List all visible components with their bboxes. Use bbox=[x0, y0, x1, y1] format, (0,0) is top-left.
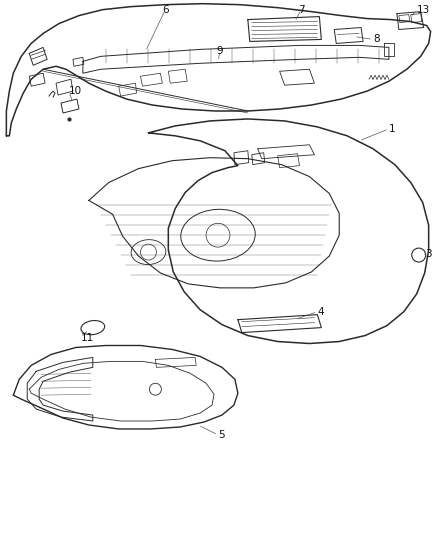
Text: 7: 7 bbox=[298, 5, 305, 14]
Text: 1: 1 bbox=[389, 124, 396, 134]
Text: 10: 10 bbox=[69, 86, 82, 96]
Text: 9: 9 bbox=[217, 46, 223, 56]
Text: 6: 6 bbox=[162, 5, 169, 14]
Text: 5: 5 bbox=[218, 430, 225, 440]
Text: 3: 3 bbox=[425, 249, 431, 259]
Text: 13: 13 bbox=[417, 5, 430, 14]
Text: 4: 4 bbox=[318, 306, 324, 317]
Text: 8: 8 bbox=[373, 35, 380, 44]
Text: 11: 11 bbox=[81, 333, 94, 343]
